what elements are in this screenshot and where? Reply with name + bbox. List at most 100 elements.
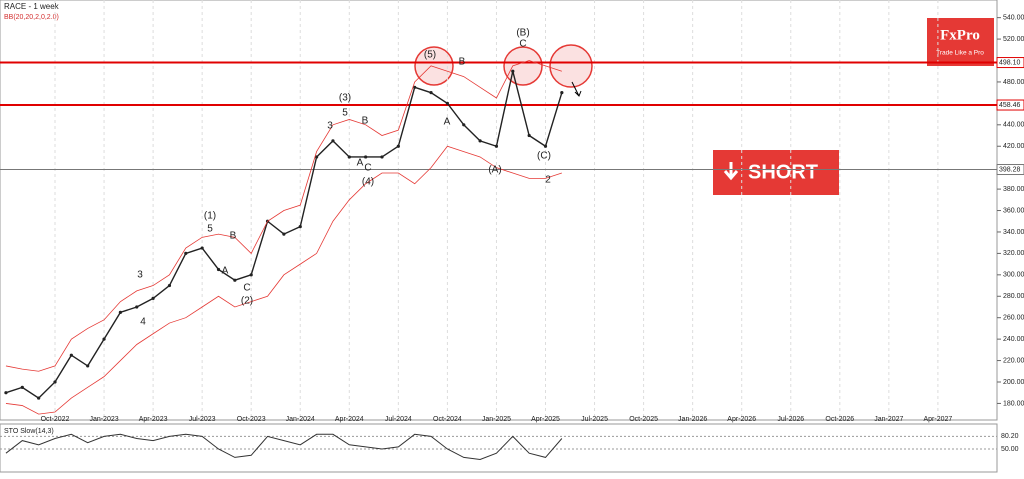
price-point <box>86 364 90 368</box>
x-tick-label: Jul-2026 <box>777 416 804 423</box>
wave-label: B <box>362 116 369 127</box>
x-tick-label: Jan-2024 <box>286 416 315 423</box>
wave-label: (2) <box>241 296 253 307</box>
level-tag <box>996 99 1024 111</box>
price-point <box>527 133 531 138</box>
price-point <box>543 144 548 148</box>
x-tick-label: Jan-2026 <box>678 416 707 423</box>
signal-text: SHORT <box>748 161 818 183</box>
x-tick-label: Jul-2024 <box>385 416 412 423</box>
wave-label: (C) <box>537 151 551 162</box>
band-line <box>5 145 562 415</box>
price-point <box>135 305 139 309</box>
wave-label: 3 <box>327 121 333 132</box>
wave-label: 4 <box>140 317 146 328</box>
x-tick-label: Apr-2026 <box>727 416 756 423</box>
wave-label: B <box>459 57 466 68</box>
price-point <box>331 139 335 143</box>
x-tick-label: Jul-2023 <box>189 416 216 423</box>
price-point <box>445 101 449 105</box>
price-point <box>364 155 368 159</box>
wave-label: A <box>444 117 451 128</box>
sto-title: STO Slow(14,3) <box>4 428 54 435</box>
price-point <box>233 278 237 282</box>
y-tick-label: 360.00 <box>1003 207 1024 214</box>
x-tick-label: Jul-2025 <box>581 416 608 423</box>
highlight-circle <box>503 46 543 86</box>
price-point <box>151 296 155 301</box>
price-point <box>560 91 564 95</box>
y-tick-label: 540.00 <box>1003 14 1024 21</box>
x-tick-label: Apr-2027 <box>924 416 953 423</box>
wave-label: (B) <box>516 28 529 39</box>
y-tick-label: 340.00 <box>1003 229 1024 236</box>
price-point <box>282 232 286 236</box>
level-tag <box>996 57 1024 69</box>
wave-label: 5 <box>207 224 213 235</box>
logo-tagline: Trade Like a Pro <box>936 50 984 57</box>
x-tick-label: Apr-2023 <box>139 416 168 423</box>
x-tick-label: Jan-2027 <box>874 416 903 423</box>
sto-tick-label: 80.20 <box>1001 433 1019 440</box>
price-point <box>413 85 417 89</box>
price-point <box>69 353 73 357</box>
price-point <box>478 139 482 143</box>
price-point <box>167 283 172 288</box>
price-point <box>118 310 122 314</box>
y-tick-label: 180.00 <box>1003 400 1024 407</box>
wave-label: 5 <box>342 108 348 119</box>
wave-label: C <box>519 39 526 50</box>
price-point <box>37 396 41 400</box>
wave-label: 2 <box>545 175 551 186</box>
y-tick-label: 420.00 <box>1003 143 1024 150</box>
price-point <box>184 251 188 256</box>
wave-label: (1) <box>204 211 216 222</box>
x-tick-label: Oct-2024 <box>433 416 462 423</box>
x-tick-label: Oct-2022 <box>41 416 70 423</box>
direction-arrow <box>571 81 582 97</box>
plot-frame <box>0 0 998 421</box>
wave-label: A <box>222 266 229 277</box>
y-tick-label: 320.00 <box>1003 250 1024 257</box>
price-point <box>462 123 466 127</box>
price-point <box>216 267 221 272</box>
band-line <box>5 60 562 372</box>
sto-tick-label: 50.00 <box>1001 446 1019 453</box>
price-point <box>396 144 400 148</box>
price-point <box>20 385 24 389</box>
level-tag <box>996 164 1024 176</box>
x-tick-label: Apr-2024 <box>335 416 364 423</box>
highlight-circle <box>414 46 454 86</box>
y-tick-label: 520.00 <box>1003 36 1024 43</box>
signal-arrow <box>723 162 739 181</box>
x-tick-label: Oct-2023 <box>237 416 266 423</box>
highlight-circle <box>549 44 593 88</box>
wave-label: B <box>230 231 237 242</box>
sto-line <box>5 433 563 461</box>
price-point <box>53 380 57 384</box>
wave-label: C <box>243 283 250 294</box>
x-tick-label: Oct-2025 <box>629 416 658 423</box>
wave-label: 3 <box>137 270 143 281</box>
level-label: 458.46 <box>999 102 1021 109</box>
wave-label: A <box>357 158 364 169</box>
price-point <box>429 91 433 95</box>
y-tick-label: 260.00 <box>1003 315 1024 322</box>
y-tick-label: 480.00 <box>1003 79 1024 86</box>
x-tick-label: Jan-2025 <box>482 416 511 423</box>
x-tick-label: Jan-2023 <box>89 416 118 423</box>
level-label: 498.10 <box>999 59 1021 66</box>
wave-label: (4) <box>362 177 374 188</box>
wave-label: (5) <box>424 50 436 61</box>
price-point <box>347 155 351 159</box>
y-tick-label: 380.00 <box>1003 186 1024 193</box>
price-point <box>200 246 204 250</box>
price-point <box>380 155 384 159</box>
wave-label: (A) <box>488 165 501 176</box>
chart-subtitle: BB(20,20,2,0,2.0) <box>4 14 59 21</box>
y-tick-label: 440.00 <box>1003 122 1024 129</box>
chart-title: RACE - 1 week <box>4 2 60 11</box>
price-point <box>249 273 253 277</box>
sto-frame <box>0 423 998 473</box>
